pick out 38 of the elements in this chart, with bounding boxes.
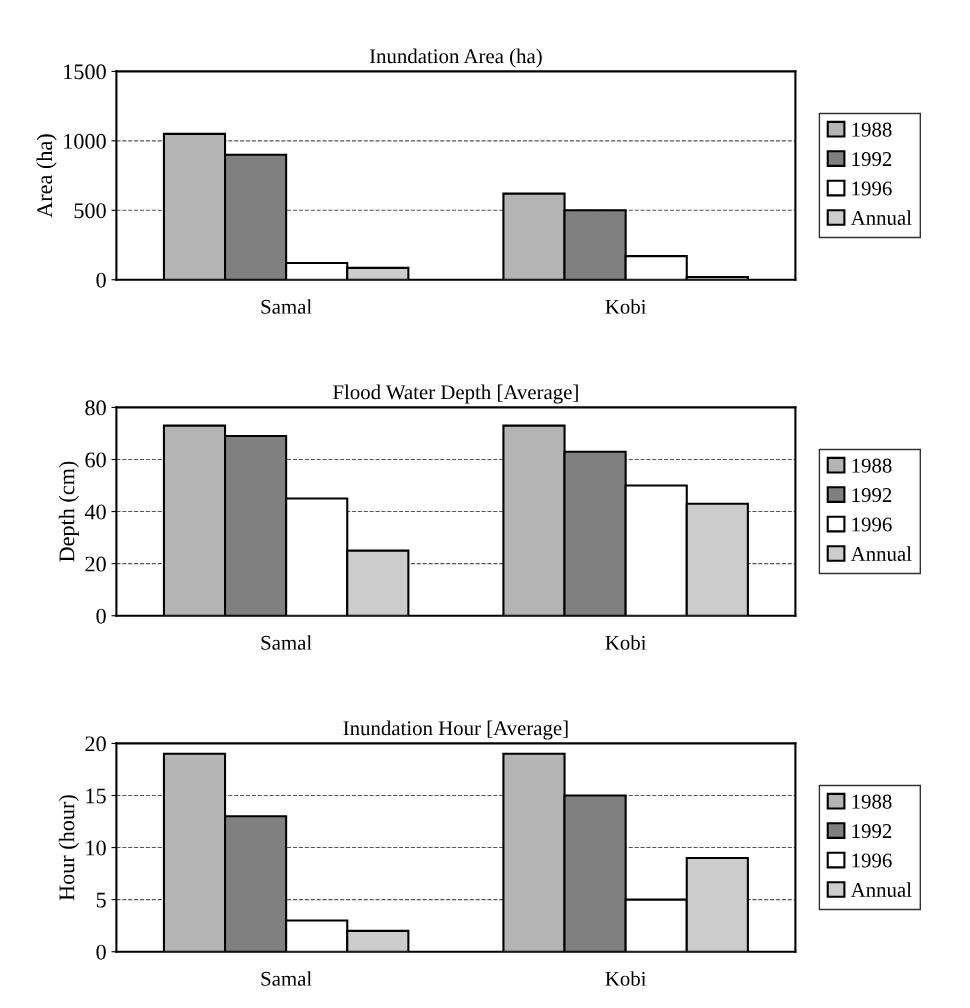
legend-label: 1996 bbox=[852, 181, 892, 196]
x-tick-label: Samal bbox=[261, 971, 312, 986]
chart-title: Flood Water Depth [Average] bbox=[333, 384, 578, 404]
legend-label: 1996 bbox=[852, 517, 892, 532]
legend-label: Annual bbox=[850, 210, 912, 225]
legend-label: 1988 bbox=[852, 122, 892, 137]
x-tick-label: Kobi bbox=[605, 299, 647, 314]
y-tick-label: 20 bbox=[85, 556, 106, 572]
legend-label: 1992 bbox=[852, 152, 892, 167]
x-tick-label: Kobi bbox=[605, 635, 647, 650]
legend-label: 1988 bbox=[852, 794, 892, 809]
y-tick-label: 20 bbox=[85, 736, 106, 752]
chart-title: Inundation Area (ha) bbox=[369, 48, 542, 68]
y-tick-label: 5 bbox=[96, 892, 106, 908]
y-tick-label: 15 bbox=[86, 788, 106, 804]
x-tick-label: Samal bbox=[261, 635, 312, 650]
legend-label: Annual bbox=[850, 882, 912, 897]
x-tick-label: Samal bbox=[261, 299, 312, 314]
legend-label: 1988 bbox=[852, 458, 892, 473]
chart-title: Inundation Hour [Average] bbox=[343, 720, 568, 740]
y-tick-label: 10 bbox=[86, 840, 106, 856]
y-tick-label: 0 bbox=[96, 272, 106, 288]
y-axis-title: Hour (hour) bbox=[58, 795, 79, 901]
y-tick-label: 40 bbox=[84, 504, 106, 520]
y-axis-title: Area (ha) bbox=[36, 134, 57, 218]
y-tick-label: 1000 bbox=[64, 133, 106, 149]
y-tick-label: 0 bbox=[96, 608, 106, 624]
y-tick-label: 80 bbox=[85, 400, 106, 416]
x-tick-label: Kobi bbox=[605, 971, 647, 986]
y-tick-label: 0 bbox=[96, 944, 106, 960]
y-tick-label: 500 bbox=[74, 203, 106, 219]
legend-label: 1992 bbox=[852, 824, 892, 839]
y-tick-label: 60 bbox=[85, 452, 106, 468]
y-axis-title: Depth (cm) bbox=[58, 461, 79, 562]
legend-label: Annual bbox=[850, 546, 912, 561]
y-tick-label: 1500 bbox=[64, 64, 106, 80]
legend-label: 1996 bbox=[852, 853, 892, 868]
legend-label: 1992 bbox=[852, 488, 892, 503]
